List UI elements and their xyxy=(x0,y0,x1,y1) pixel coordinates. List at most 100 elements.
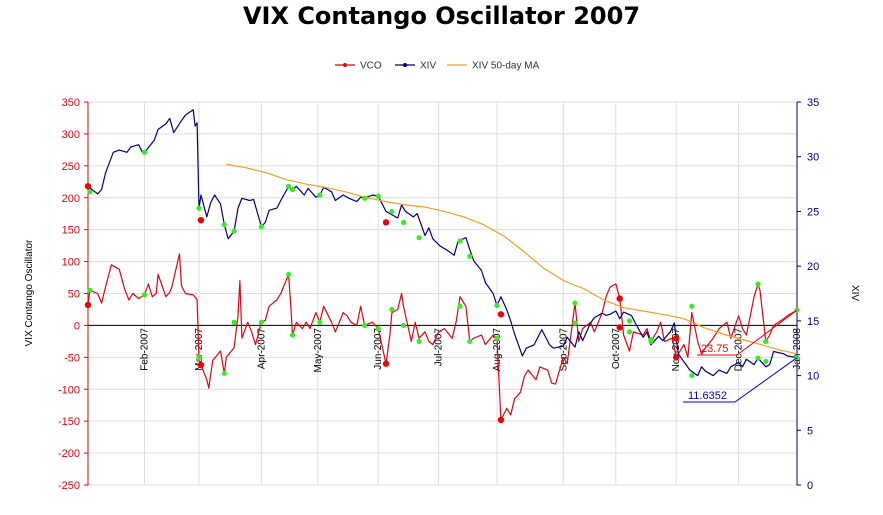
buy-marker-point xyxy=(361,195,368,201)
sell-marker-point xyxy=(382,219,390,226)
x-tick-label: Jun-2007 xyxy=(373,328,384,370)
buy-marker-point xyxy=(375,193,381,199)
buy-marker-point xyxy=(416,338,422,344)
series-line-vco xyxy=(87,253,798,421)
x-tick-label: Oct-2007 xyxy=(611,328,622,370)
buy-marker-point xyxy=(289,332,296,338)
x-tick-label: May-2007 xyxy=(313,328,324,373)
x-tick-label: Sep-2007 xyxy=(558,328,569,372)
buy-marker-point xyxy=(258,319,264,325)
buy-marker-point xyxy=(689,372,695,379)
buy-marker-point xyxy=(572,320,578,326)
sell-marker-point xyxy=(382,360,390,367)
left-tick-label: 50 xyxy=(68,289,80,301)
x-tick-label: Feb-2007 xyxy=(139,328,150,371)
sell-marker-point xyxy=(497,416,505,424)
buy-marker-point xyxy=(400,322,407,329)
buy-marker-point xyxy=(389,208,395,215)
buy-marker-point xyxy=(755,281,761,287)
buy-marker-point xyxy=(457,303,463,309)
buy-marker-point xyxy=(317,192,323,198)
buy-marker-point xyxy=(196,205,202,211)
buy-marker-point xyxy=(416,235,422,241)
x-tick-label: Apr-2007 xyxy=(256,328,267,370)
sell-marker-point xyxy=(673,354,680,361)
legend: VCO XIV XIV 50-day MA xyxy=(335,61,540,72)
right-axis-title: XIV xyxy=(849,285,860,301)
left-tick-label: -250 xyxy=(58,480,80,492)
grid-layer xyxy=(88,101,798,486)
left-tick-label: 100 xyxy=(62,257,80,269)
sell-marker-point xyxy=(616,295,623,302)
right-tick-label: 10 xyxy=(807,371,819,383)
buy-marker-point xyxy=(755,355,761,361)
chart-title: VIX Contango Oscillator 2007 xyxy=(242,2,641,30)
buy-marker-point xyxy=(375,326,381,332)
left-tick-label: 200 xyxy=(62,193,80,205)
buy-marker-point xyxy=(626,329,633,335)
left-tick-label: -200 xyxy=(58,448,80,460)
buy-marker-point xyxy=(626,318,633,324)
axes-layer: -250 -200 -150 -100 -50 0 50 100 150 200 250 300 350… xyxy=(24,97,860,492)
right-tick-label: 30 xyxy=(807,152,819,164)
buy-marker-point xyxy=(494,335,500,341)
left-tick-label: 350 xyxy=(62,97,80,109)
series-line-xiv xyxy=(87,109,798,377)
buy-marker-point xyxy=(141,149,148,155)
left-tick-label: 300 xyxy=(62,129,80,141)
sell-marker-point xyxy=(84,301,92,309)
legend-swatch-dot xyxy=(403,63,407,67)
buy-marker-point xyxy=(317,319,323,325)
sell-marker-point xyxy=(84,183,92,190)
left-tick-label: 150 xyxy=(62,225,80,237)
left-tick-label: 250 xyxy=(62,161,80,173)
right-tick-label: 25 xyxy=(807,206,819,218)
right-tick-label: 0 xyxy=(807,480,813,492)
right-tick-label: 35 xyxy=(807,97,819,109)
buy-marker-point xyxy=(286,271,292,277)
buy-marker-point xyxy=(196,354,202,360)
annotation-layer: 23.75 11.6352 xyxy=(683,309,798,403)
vco-last-value-label: 23.75 xyxy=(701,343,729,355)
buy-marker-point xyxy=(467,338,473,344)
x-tick-label: Nov-2007 xyxy=(671,328,682,372)
right-tick-label: 20 xyxy=(807,261,819,273)
right-tick-label: 15 xyxy=(807,316,819,328)
sell-marker-point xyxy=(616,324,623,331)
buy-marker-point xyxy=(572,300,578,306)
buy-marker-point xyxy=(289,186,296,193)
sell-marker-point xyxy=(673,335,680,342)
right-tick-label: 5 xyxy=(807,425,813,437)
buy-marker-point xyxy=(258,224,264,230)
sell-marker-point xyxy=(197,361,205,369)
buy-marker-point xyxy=(389,306,395,313)
x-tick-label: Dec-2007 xyxy=(734,328,745,372)
left-tick-label: -100 xyxy=(58,384,80,396)
series-line-xiv-50-day-ma xyxy=(226,163,798,355)
buy-marker-point xyxy=(689,303,695,309)
buy-marker-point xyxy=(141,292,148,298)
buy-marker-point xyxy=(87,189,93,195)
x-tick-label: Jul-2007 xyxy=(434,328,445,367)
legend-label: XIV xyxy=(420,61,436,72)
buy-marker-point xyxy=(467,253,473,259)
buy-marker-point xyxy=(494,302,500,309)
x-tick-label: Mar-2007 xyxy=(194,328,205,371)
series-layer xyxy=(87,109,798,421)
buy-marker-point xyxy=(87,287,93,293)
buy-marker-point xyxy=(221,221,227,228)
markers-layer xyxy=(84,149,800,424)
buy-marker-point xyxy=(763,338,769,344)
buy-marker-point xyxy=(361,322,368,329)
buy-marker-point xyxy=(231,228,237,234)
buy-marker-point xyxy=(648,336,654,343)
left-tick-label: -150 xyxy=(58,416,80,428)
left-tick-label: -50 xyxy=(64,352,80,364)
buy-marker-point xyxy=(286,183,292,189)
buy-marker-point xyxy=(457,238,463,244)
left-axis-title: VIX Contango Oscillator xyxy=(24,239,35,346)
buy-marker-point xyxy=(221,370,227,376)
buy-marker-point xyxy=(763,358,769,364)
